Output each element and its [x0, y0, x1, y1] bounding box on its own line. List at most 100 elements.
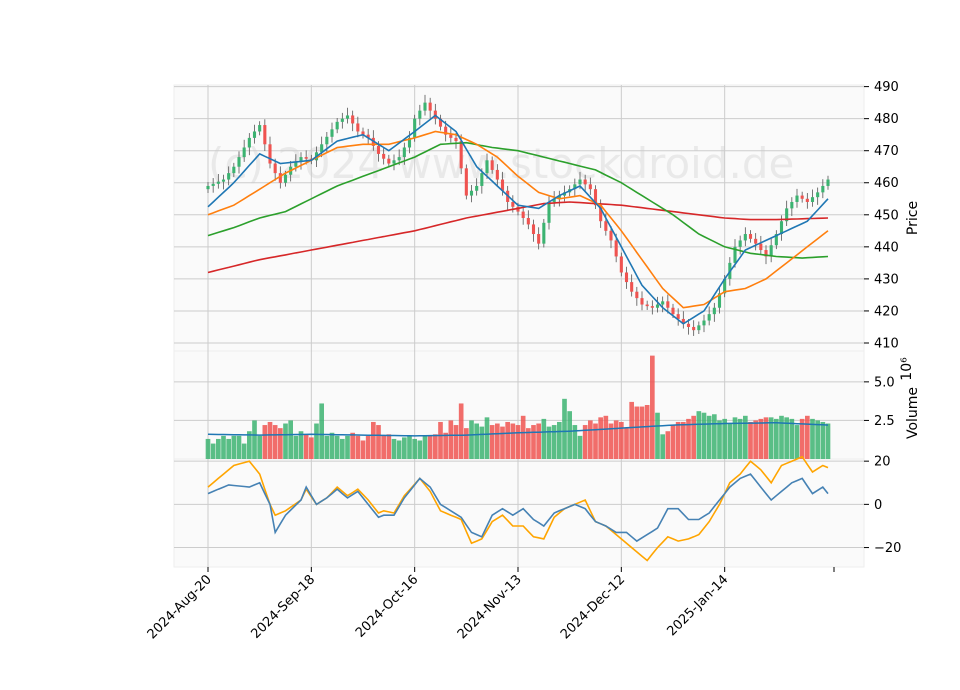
volume-bar-75 — [593, 423, 598, 459]
candle-body-72 — [578, 179, 582, 185]
candle-body-10 — [258, 125, 262, 132]
candle-body-11 — [263, 125, 267, 145]
volume-bar-24 — [329, 432, 335, 459]
volume-bar-108 — [763, 417, 769, 459]
candle-body-111 — [779, 221, 784, 235]
volume-bar-91 — [675, 421, 681, 459]
volume-bar-113 — [789, 418, 795, 459]
candle-2 — [216, 173, 220, 189]
candle-120 — [826, 175, 830, 190]
volume-bar-6 — [236, 435, 242, 459]
candle-115 — [800, 191, 804, 203]
volume-bar-79 — [613, 420, 619, 459]
candle-7 — [242, 139, 246, 162]
candle-body-3 — [221, 179, 226, 182]
volume-bar-32 — [371, 421, 376, 459]
candle-body-103 — [738, 240, 742, 247]
candle-body-90 — [671, 307, 675, 315]
candle-body-36 — [392, 160, 396, 164]
candle-86 — [650, 300, 654, 315]
candle-93 — [686, 318, 691, 335]
candle-body-93 — [686, 323, 691, 327]
volume-bar-103 — [737, 418, 743, 459]
candle-body-2 — [216, 181, 220, 184]
candle-body-54 — [485, 160, 489, 174]
candle-body-52 — [475, 185, 479, 191]
volume-bar-95 — [696, 411, 702, 459]
candle-74 — [588, 177, 592, 195]
candle-85 — [645, 300, 649, 310]
candle-31 — [366, 128, 370, 145]
candle-body-74 — [588, 184, 592, 190]
candle-body-76 — [599, 205, 603, 222]
volume-bar-34 — [381, 435, 386, 459]
candle-body-108 — [764, 250, 768, 257]
candle-113 — [790, 197, 794, 217]
volume-bar-41 — [417, 440, 423, 459]
candle-body-9 — [252, 131, 257, 138]
candle-body-0 — [206, 185, 210, 190]
candle-body-13 — [273, 163, 277, 174]
candle-body-40 — [413, 118, 417, 138]
candle-63 — [531, 219, 536, 242]
candle-0 — [206, 182, 210, 194]
candle-body-55 — [490, 160, 494, 170]
volume-bar-72 — [577, 435, 583, 459]
candle-body-33 — [376, 145, 381, 154]
oscillator-panel-background — [173, 458, 865, 568]
candle-62 — [526, 210, 530, 230]
candle-body-119 — [821, 185, 825, 193]
volume-bar-65 — [541, 418, 547, 459]
volume-axis-title: Volume 10⁶ — [899, 357, 921, 439]
candle-body-30 — [361, 131, 365, 135]
volume-bar-38 — [402, 437, 407, 459]
candle-98 — [712, 302, 716, 322]
candle-119 — [821, 179, 825, 199]
candle-body-46 — [444, 126, 448, 135]
candle-95 — [697, 321, 701, 335]
volume-bar-30 — [360, 440, 366, 459]
volume-bar-105 — [748, 421, 753, 459]
oscillator-line-1 — [207, 473, 829, 543]
candle-29 — [356, 116, 360, 138]
candle-body-42 — [423, 102, 427, 111]
candle-75 — [593, 185, 598, 210]
oscillator-lines — [207, 455, 829, 562]
candle-body-112 — [785, 208, 789, 222]
volume-bar-27 — [345, 435, 350, 459]
candle-body-97 — [707, 314, 711, 321]
candle-body-63 — [531, 224, 536, 235]
candle-51 — [469, 184, 474, 203]
volume-bar-52 — [474, 423, 479, 459]
candle-body-37 — [397, 157, 401, 161]
volume-bar-20 — [309, 437, 314, 459]
candle-body-116 — [805, 198, 809, 202]
candle-body-18 — [299, 157, 303, 162]
volume-bar-61 — [520, 415, 526, 459]
candle-3 — [221, 174, 226, 190]
candle-25 — [335, 118, 339, 134]
candle-82 — [630, 274, 634, 297]
volume-bar-40 — [412, 438, 417, 459]
volume-bar-116 — [805, 415, 810, 459]
volume-bar-82 — [629, 401, 634, 459]
candle-body-88 — [661, 301, 665, 305]
volume-bar-19 — [303, 434, 309, 459]
candle-body-86 — [650, 306, 654, 308]
volume-bar-39 — [407, 435, 412, 459]
candle-body-17 — [294, 161, 298, 167]
candle-body-95 — [697, 325, 701, 331]
volume-moving-average — [207, 421, 829, 437]
candle-body-82 — [630, 282, 634, 292]
candle-body-107 — [759, 243, 763, 251]
candle-body-89 — [666, 301, 670, 308]
candle-body-12 — [268, 144, 272, 164]
volume-bar-77 — [603, 415, 609, 459]
volume-bar-0 — [205, 438, 211, 459]
candle-91 — [676, 308, 680, 326]
volume-bar-76 — [598, 417, 603, 459]
volume-bar-94 — [691, 415, 696, 459]
price-axis-tick-label-1: 420 — [874, 304, 899, 319]
candle-body-91 — [676, 314, 680, 319]
